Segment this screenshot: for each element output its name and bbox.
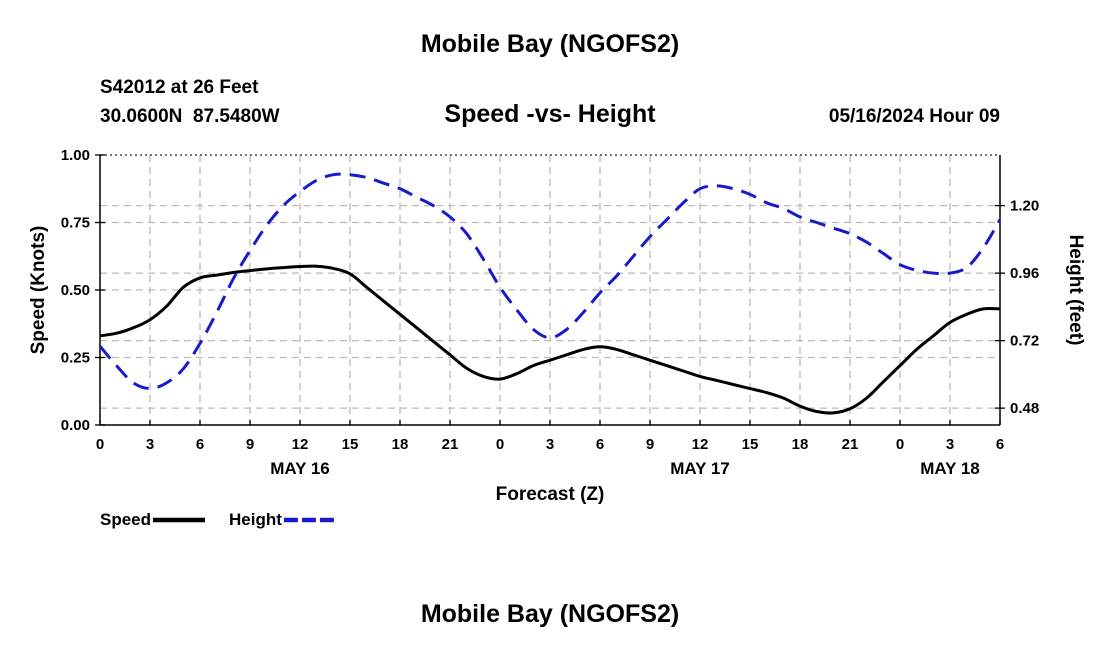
y-tick-label: 0.50 <box>61 282 90 299</box>
x-tick-label: 21 <box>442 436 459 453</box>
x-tick-label: 6 <box>996 436 1004 453</box>
x-tick-label: 3 <box>146 436 154 453</box>
y-tick-label: 0.00 <box>61 417 90 434</box>
legend-label-height: Height <box>229 510 282 529</box>
legend-label-speed: Speed <box>100 510 151 529</box>
x-tick-label: 21 <box>842 436 859 453</box>
date-label: MAY 17 <box>670 459 730 478</box>
y2-tick-label: 1.20 <box>1010 198 1039 215</box>
x-tick-label: 18 <box>392 436 409 453</box>
x-tick-label: 12 <box>692 436 709 453</box>
y-axis-label: Speed (Knots) <box>28 226 49 355</box>
station-label: S42012 at 26 Feet <box>100 77 259 98</box>
x-tick-label: 9 <box>246 436 254 453</box>
date-label: MAY 18 <box>920 459 980 478</box>
x-tick-label: 0 <box>896 436 904 453</box>
x-tick-label: 15 <box>742 436 759 453</box>
x-tick-label: 0 <box>96 436 104 453</box>
x-tick-label: 6 <box>196 436 204 453</box>
footer-title: Mobile Bay (NGOFS2) <box>420 600 680 628</box>
speed-series-line <box>99 264 1001 415</box>
x-tick-label: 12 <box>292 436 309 453</box>
x-tick-label: 18 <box>792 436 809 453</box>
y2-tick-label: 0.96 <box>1010 265 1039 282</box>
y2-tick-label: 0.72 <box>1010 333 1039 350</box>
x-tick-label: 0 <box>496 436 504 453</box>
speed-vs-height-chart: 0 3 6 9 12 15 18 21 0 3 6 9 12 15 18 21 0 3 6 MAY 16 MAY 17 M… <box>28 147 1086 529</box>
x-tick-label: 3 <box>946 436 954 453</box>
y-tick-label: 1.00 <box>61 147 90 164</box>
y2-tick-label: 0.48 <box>1010 400 1039 417</box>
x-axis-label: Forecast (Z) <box>496 484 605 505</box>
x-tick-label: 9 <box>646 436 654 453</box>
y2-axis-label: Height (feet) <box>1065 235 1086 346</box>
x-tick-label: 3 <box>546 436 554 453</box>
page-title: Mobile Bay (NGOFS2) <box>420 30 680 58</box>
y-tick-label: 0.25 <box>61 350 90 367</box>
forecast-timestamp: 05/16/2024 Hour 09 <box>828 106 1000 127</box>
chart-title: Speed -vs- Height <box>444 100 656 128</box>
y-tick-label: 0.75 <box>61 215 90 232</box>
coordinates-label: 30.0600N 87.5480W <box>100 106 280 127</box>
x-tick-label: 6 <box>596 436 604 453</box>
x-tick-label: 15 <box>342 436 359 453</box>
date-label: MAY 16 <box>270 459 330 478</box>
